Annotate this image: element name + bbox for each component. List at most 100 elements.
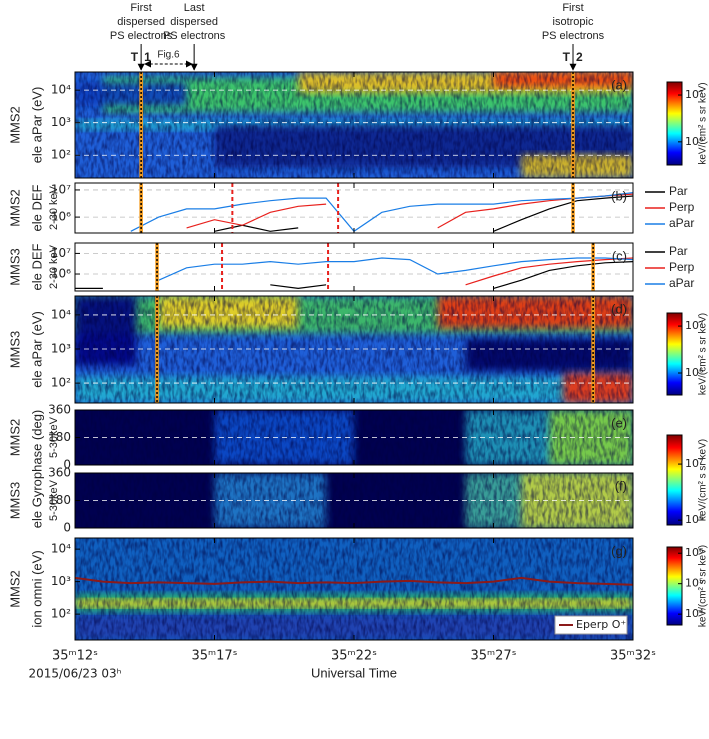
y-tick-label: 360 [48,466,71,480]
spacecraft-label: MMS3 [7,482,22,520]
panel-label: (b) [611,188,627,203]
colorbar-label: keV/(cm² s sr keV) [698,82,709,164]
annotation-text: PS electrons [163,30,226,42]
date-label: 2015/06/23 03ʰ [28,667,121,681]
spacecraft-label: MMS2 [7,419,22,457]
annotation-text: PS electrons [110,30,173,42]
legend-label: Eperp O⁺ [576,618,626,631]
colorbar-tick-label: 10⁴ [685,607,704,620]
colorbar-label: keV/(cm² s sr keV) [698,545,709,627]
panel [75,296,633,403]
y-axis-label: ion omni (eV) [29,550,44,627]
legend-label: Perp [669,200,695,214]
legend-label: Perp [669,260,695,274]
y-axis-sublabel: 2-30 keV [48,244,60,289]
legend-label: Par [669,244,688,258]
annotation-tag: T [131,50,139,64]
colorbar-tick-label: 10⁶ [685,135,704,148]
panel-label: (c) [612,248,627,263]
spacecraft-label: MMS2 [7,570,22,608]
y-tick-label: 10⁴ [51,307,71,321]
y-tick-label: 360 [48,403,71,417]
spacecraft-label: MMS2 [7,189,22,227]
plot-frame [74,182,634,234]
series-line [214,195,633,232]
y-tick-label: 10² [51,376,71,390]
y-axis-label: ele DEF [29,243,44,290]
y-tick-label: 10⁷ [51,246,71,260]
y-tick-label: 10³ [51,342,71,356]
x-tick-label: 35ᵐ22ˢ [331,649,377,664]
y-tick-label: 180 [48,430,71,444]
spectrogram-noise [75,538,633,640]
panel [75,189,633,233]
spectrogram-noise [75,72,633,178]
colorbar [666,81,683,166]
x-axis-label: Universal Time [311,665,397,680]
y-tick-label: 180 [48,493,71,507]
colorbar-tick-label: 10⁶ [685,546,704,559]
y-axis-sublabel: 5-30keV [48,416,60,458]
y-tick-label: 0 [63,521,71,535]
y-tick-label: 10⁴ [51,83,71,97]
colorbar-tick-label: 10⁵ [685,577,703,590]
colorbar-tick-label: 10⁶ [685,366,704,379]
annotation-text: PS electrons [542,30,605,42]
x-tick-label: 35ᵐ27ˢ [470,649,516,664]
spacecraft-label: MMS3 [7,248,22,286]
panel [75,253,633,290]
annotation-tag: T [563,50,571,64]
y-tick-label: 10² [51,148,71,162]
annotation-tag: 1 [144,50,151,64]
colorbar-tick-label: 10⁷ [685,457,703,470]
annotation-text: First [130,2,151,14]
legend-label: aPar [669,276,694,290]
panel-label: (a) [611,77,627,92]
y-axis-label: ele Gyrophase (deg) [29,410,44,529]
y-tick-label: 10⁴ [51,542,71,556]
panel [75,410,633,465]
panel [75,538,633,640]
x-tick-label: 35ᵐ32ˢ [610,649,656,664]
y-tick-label: 10⁶ [51,210,71,224]
x-tick-label: 35ᵐ17ˢ [191,649,237,664]
annotation-text: dispersed [117,16,165,28]
series-line [158,257,633,281]
panel [75,72,633,178]
colorbar-tick-label: 10⁷ [685,88,703,101]
series-line [75,261,633,290]
panel-label: (e) [611,415,627,430]
y-axis-sublabel: 5-30keV [48,479,60,521]
y-tick-label: 10³ [51,574,71,588]
y-tick-label: 10⁶ [51,267,71,281]
y-axis-label: ele aPar (eV) [29,311,44,388]
panel [75,473,633,528]
panel-label: (d) [611,301,627,316]
legend-label: Par [669,184,688,198]
y-tick-label: 10⁷ [51,182,71,196]
y-tick-label: 10² [51,607,71,621]
annotation-text: dispersed [170,16,218,28]
y-axis-sublabel: 2-30 keV [48,185,60,230]
colorbar-label: keV/(cm² s sr keV) [698,313,709,395]
colorbar-tick-label: 10⁶ [685,513,704,526]
colorbar [666,312,683,396]
y-axis-label: ele aPar (eV) [29,87,44,164]
spacecraft-label: MMS3 [7,331,22,369]
span-label: Fig.6 [157,50,180,61]
legend-box [554,615,628,635]
panel-label: (g) [611,543,627,558]
colorbar-tick-label: 10⁷ [685,319,703,332]
spacecraft-label: MMS2 [7,106,22,144]
colorbar [666,546,683,626]
series-line [75,576,633,586]
y-tick-label: 0 [63,458,71,472]
series-line [130,192,633,233]
colorbar [666,434,683,526]
annotation-text: First [562,2,583,14]
colorbar-label: keV/(cm² s sr keV) [698,439,709,521]
y-tick-label: 10³ [51,115,71,129]
spectrogram-noise [75,296,633,403]
x-tick-label: 35ᵐ12ˢ [52,649,98,664]
